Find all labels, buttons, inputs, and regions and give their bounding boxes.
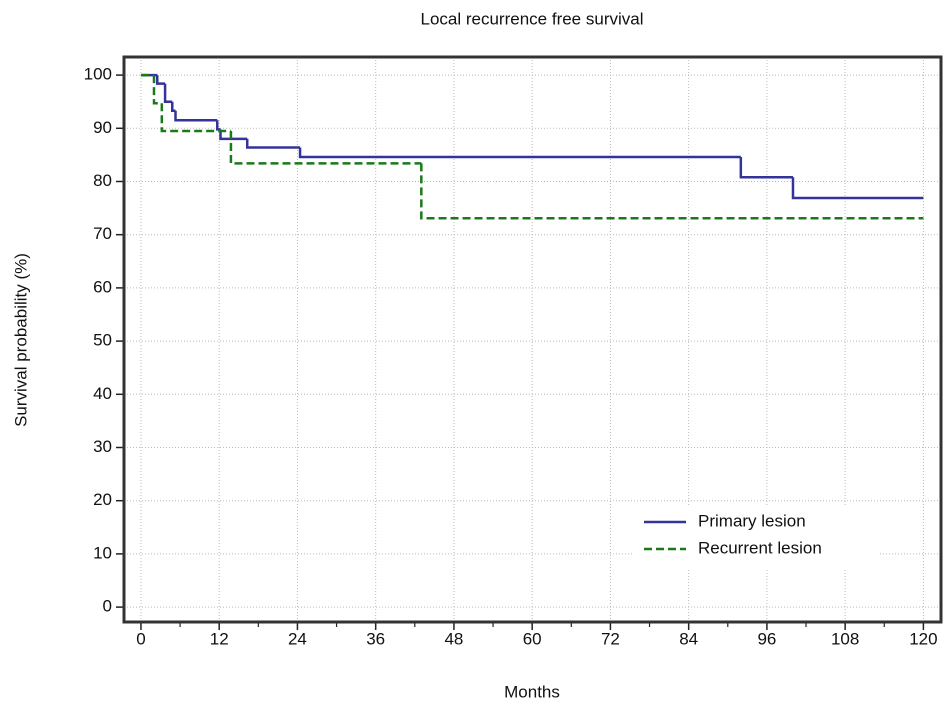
y-tick-label: 100 bbox=[84, 65, 112, 84]
y-tick-label: 80 bbox=[93, 171, 112, 190]
x-tick-label: 60 bbox=[523, 629, 542, 648]
y-tick-label: 20 bbox=[93, 490, 112, 509]
legend-label: Primary lesion bbox=[698, 511, 806, 530]
survival-step bbox=[174, 110, 218, 122]
survival-step bbox=[229, 130, 422, 165]
y-tick-label: 10 bbox=[93, 543, 112, 562]
y-tick-label: 60 bbox=[93, 277, 112, 296]
survival-step bbox=[152, 75, 162, 105]
plot-frame bbox=[122, 55, 943, 624]
x-tick-label: 24 bbox=[288, 629, 307, 648]
survival-step bbox=[219, 129, 248, 141]
survival-step bbox=[163, 83, 173, 103]
chart-title: Local recurrence free survival bbox=[421, 9, 644, 28]
survival-step bbox=[156, 75, 166, 85]
x-tick-label: 96 bbox=[757, 629, 776, 648]
x-tick-label: 84 bbox=[679, 629, 698, 648]
y-axis-label: Survival probability (%) bbox=[11, 253, 30, 427]
legend-box bbox=[632, 505, 880, 569]
survival-step bbox=[160, 103, 231, 133]
y-tick-label: 90 bbox=[93, 118, 112, 137]
y-tick-label: 50 bbox=[93, 331, 112, 350]
x-axis-label: Months bbox=[504, 682, 560, 701]
survival-step bbox=[420, 163, 924, 220]
legend-label: Recurrent lesion bbox=[698, 538, 822, 557]
survival-step bbox=[739, 157, 793, 179]
x-tick-label: 72 bbox=[601, 629, 620, 648]
x-tick-label: 36 bbox=[366, 629, 385, 648]
x-tick-label: 108 bbox=[831, 629, 859, 648]
x-tick-label: 48 bbox=[444, 629, 463, 648]
survival-step bbox=[215, 120, 221, 131]
x-tick-label: 120 bbox=[909, 629, 937, 648]
y-tick-label: 0 bbox=[103, 597, 112, 616]
x-tick-label: 0 bbox=[136, 629, 145, 648]
y-tick-label: 40 bbox=[93, 384, 112, 403]
survival-step bbox=[245, 138, 301, 149]
y-tick-label: 30 bbox=[93, 437, 112, 456]
x-tick-label: 12 bbox=[210, 629, 229, 648]
survival-step bbox=[791, 177, 924, 200]
y-tick-label: 70 bbox=[93, 224, 112, 243]
survival-step bbox=[298, 147, 741, 159]
